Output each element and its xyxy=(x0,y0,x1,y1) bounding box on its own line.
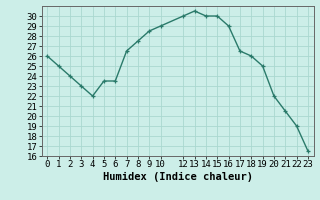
X-axis label: Humidex (Indice chaleur): Humidex (Indice chaleur) xyxy=(103,172,252,182)
